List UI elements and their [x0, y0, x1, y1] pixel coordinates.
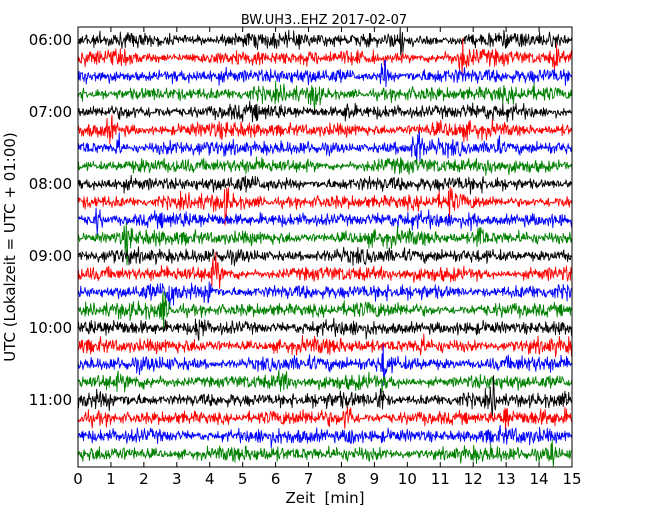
x-tick-label-14: 14 [530, 470, 549, 488]
trace-11 [77, 222, 573, 266]
y-tick-label-1: 07:00 [29, 103, 72, 121]
trace-17 [77, 333, 573, 358]
trace-0 [77, 27, 573, 56]
x-tick-label-15: 15 [562, 470, 581, 488]
x-tick-label-11: 11 [431, 470, 450, 488]
trace-group [77, 27, 573, 467]
trace-21 [77, 406, 573, 437]
x-tick-label-2: 2 [139, 470, 149, 488]
x-tick-label-13: 13 [497, 470, 516, 488]
x-tick-label-8: 8 [337, 470, 347, 488]
x-tick-label-12: 12 [464, 470, 483, 488]
x-tick-label-6: 6 [271, 470, 281, 488]
x-tick-label-7: 7 [304, 470, 314, 488]
x-tick-label-0: 0 [73, 470, 83, 488]
trace-6 [77, 130, 573, 165]
chart-title: BW.UH3..EHZ 2017-02-07 [241, 13, 407, 28]
trace-14 [77, 281, 573, 308]
trace-10 [77, 207, 573, 236]
x-axis-ticks: 0 1 2 3 4 5 6 7 8 9 10 11 12 13 14 15 [73, 27, 582, 488]
y-tick-label-0: 06:00 [29, 31, 72, 49]
trace-23 [77, 439, 573, 467]
x-tick-label-4: 4 [205, 470, 215, 488]
trace-9 [77, 186, 573, 226]
x-tick-label-1: 1 [106, 470, 116, 488]
trace-18 [77, 344, 573, 386]
trace-4 [77, 100, 573, 123]
trace-5 [77, 114, 573, 145]
x-axis-label: Zeit [min] [285, 489, 364, 507]
trace-2 [77, 59, 573, 88]
y-tick-label-2: 08:00 [29, 175, 72, 193]
trace-15 [77, 291, 573, 332]
y-tick-label-5: 11:00 [29, 391, 72, 409]
y-axis-ticks: 06:00 07:00 08:00 09:00 10:00 11:00 [29, 31, 572, 409]
trace-16 [77, 317, 573, 341]
y-tick-label-3: 09:00 [29, 247, 72, 265]
trace-3 [77, 80, 573, 111]
y-axis-label: UTC (Lokalzeit = UTC + 01:00) [1, 132, 19, 362]
trace-13 [77, 251, 573, 289]
x-tick-label-10: 10 [398, 470, 417, 488]
x-tick-label-9: 9 [370, 470, 380, 488]
x-tick-label-3: 3 [172, 470, 182, 488]
trace-12 [77, 246, 573, 267]
trace-8 [78, 174, 573, 195]
trace-20 [77, 375, 573, 417]
y-tick-label-4: 10:00 [29, 319, 72, 337]
x-tick-label-5: 5 [238, 470, 248, 488]
trace-19 [77, 369, 573, 393]
trace-22 [77, 424, 573, 449]
trace-1 [77, 37, 573, 77]
plot-frame [77, 26, 573, 468]
trace-7 [77, 156, 573, 176]
